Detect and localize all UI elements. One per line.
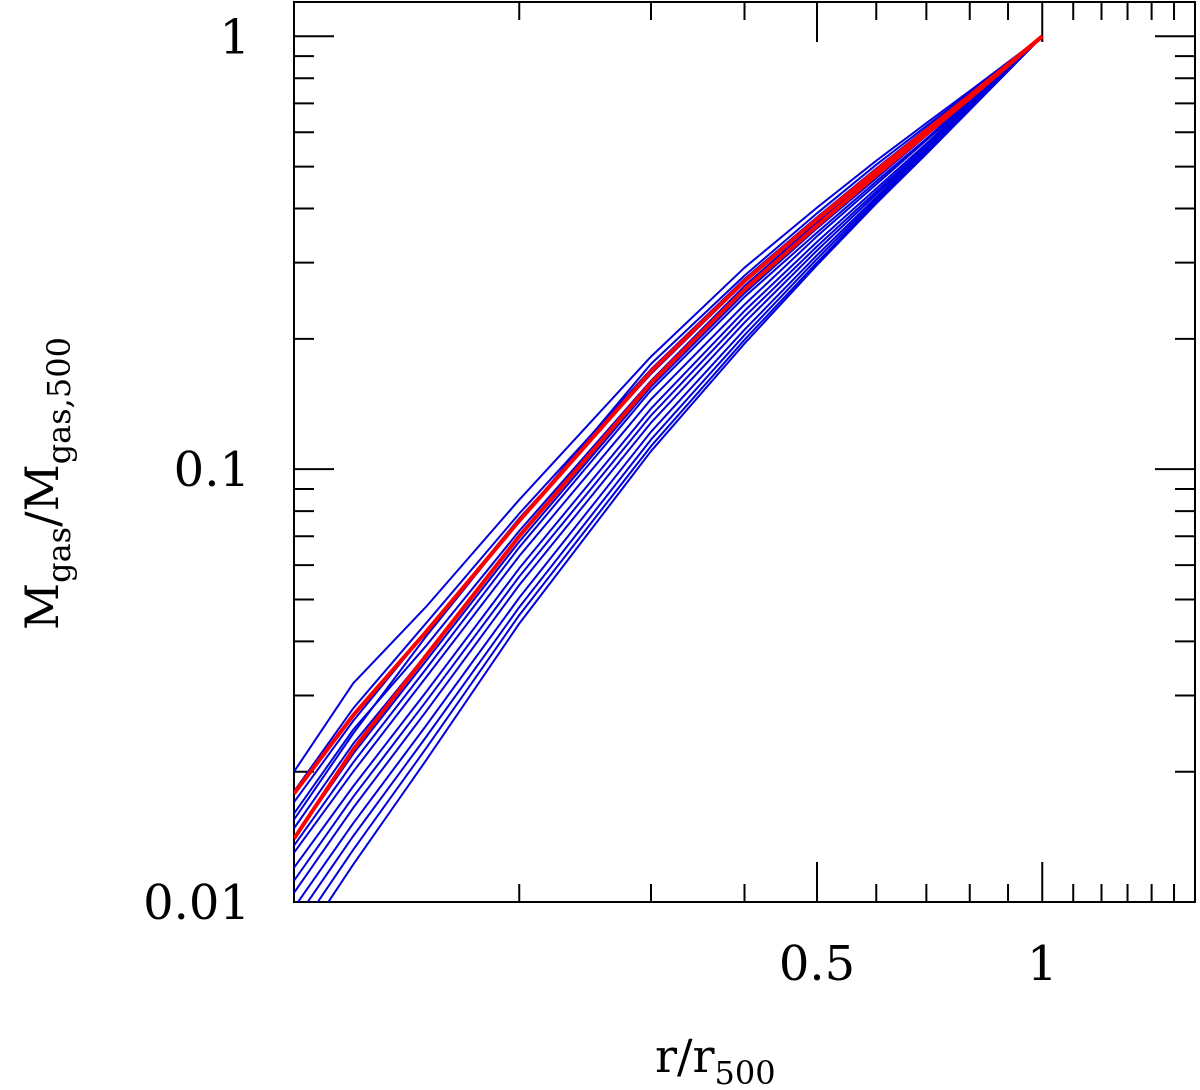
series-layer	[294, 34, 1044, 902]
cluster-profile-line	[316, 35, 1044, 902]
cluster-profile-line	[294, 35, 1043, 815]
y-axis-title-m1: M	[15, 583, 69, 630]
x-tick-label: 1	[1027, 936, 1058, 992]
cluster-profile-line	[294, 35, 1043, 773]
y-axis-title: Mgas/Mgas,500	[15, 337, 78, 630]
cluster-profile-line	[294, 35, 1043, 854]
plot-frame	[293, 1, 1196, 903]
mean-profile-line	[294, 34, 1044, 795]
y-tick-label: 1	[219, 9, 250, 65]
mean-profile-line	[294, 34, 1044, 840]
x-axis-title-main: r/r	[655, 1029, 714, 1083]
y-tick-label: 0.01	[143, 875, 250, 931]
y-axis-title-sub1: gas	[40, 527, 78, 583]
tick-labels: 0.5 1 0.01 0.1 1	[143, 9, 1057, 992]
y-tick-label: 0.1	[174, 442, 250, 498]
cluster-profile-line	[294, 35, 1043, 847]
cluster-profile-line	[294, 35, 1043, 894]
cluster-profile-line	[327, 35, 1044, 902]
axis-ticks	[293, 2, 1195, 903]
x-axis-title: r/r500	[655, 1029, 776, 1090]
cluster-profile-line	[294, 35, 1043, 882]
cluster-profile-line	[294, 35, 1043, 821]
x-axis-title-sub: 500	[714, 1054, 775, 1090]
x-tick-label: 0.5	[779, 936, 855, 992]
y-axis-title-mid: /M	[15, 464, 69, 527]
y-axis-title-sub2: gas,500	[40, 337, 78, 464]
cluster-profile-line	[294, 35, 1043, 869]
